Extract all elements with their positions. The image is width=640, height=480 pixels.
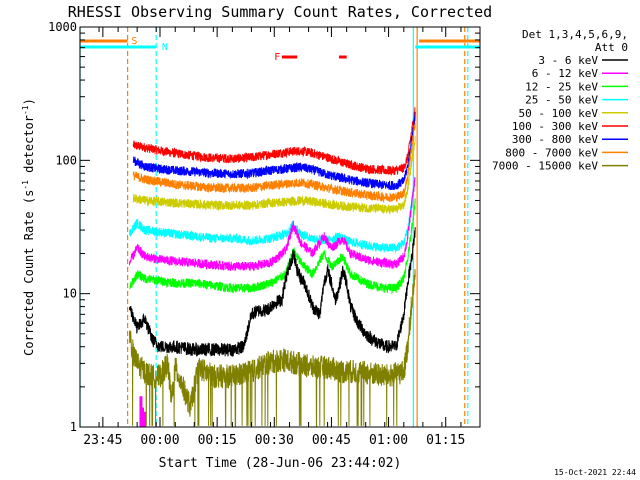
flare-label: F [274,52,280,63]
series-line [129,176,416,253]
legend-entry-label: 3 - 6 keV [538,54,598,67]
x-tick-label: 23:45 [83,433,122,448]
legend-entry-label: 25 - 50 keV [525,94,598,107]
legend-entry-label: 6 - 12 keV [532,67,599,80]
series-line [129,177,416,272]
legend-entry-label: 100 - 300 keV [512,120,598,133]
x-tick-label: 01:15 [426,433,465,448]
x-tick-label: 00:45 [312,433,351,448]
legend-header-detectors: Det 1,3,4,5,6,9, [522,28,628,41]
legend-entry-label: 800 - 7000 keV [505,146,598,159]
footer-date: 15-Oct-2021 22:44 [554,468,636,477]
x-axis-ticks: 23:45 00:00 00:15 00:30 00:45 01:00 01:15 [79,27,481,448]
y-axis-label: Corrected Count Rate (s-1 detector-1) [21,98,36,356]
status-bar-label: N [162,42,168,53]
series-line [132,107,416,176]
legend-entry-label: 7000 - 15000 keV [492,160,598,173]
series-line [129,227,416,358]
legend-header-attenuator: Att 0 [595,41,628,54]
flare-markers: F [274,52,347,63]
series-line [129,269,416,427]
legend-entry-label: 12 - 25 keV [525,80,598,93]
y-tick-label: 1 [70,420,77,434]
series-line [132,122,416,204]
attenuator-bars: SN [80,36,480,53]
y-tick-label: 1000 [48,20,77,34]
y-axis-ticks: 1 10 100 1000 [48,20,480,434]
series-line [132,136,416,214]
status-bar-label: S [131,36,137,47]
series-group [129,107,416,427]
vertical-markers [79,27,469,427]
x-tick-label: 00:00 [140,433,179,448]
x-tick-label: 00:30 [255,433,294,448]
series-spike [139,396,143,427]
legend-entry-label: 50 - 100 keV [519,107,599,120]
chart-title: RHESSI Observing Summary Count Rates, Co… [68,3,492,21]
x-tick-label: 01:00 [369,433,408,448]
x-tick-label: 00:15 [198,433,237,448]
series-spike [140,407,144,427]
plot-frame [79,26,481,428]
series-line [129,198,416,295]
y-tick-label: 10 [63,287,77,301]
y-tick-label: 100 [55,153,77,167]
series-spike [143,411,147,427]
x-axis-label: Start Time (28-Jun-06 23:44:02) [159,456,402,471]
legend-entry-label: 300 - 800 keV [512,133,598,146]
series-line [132,111,416,191]
